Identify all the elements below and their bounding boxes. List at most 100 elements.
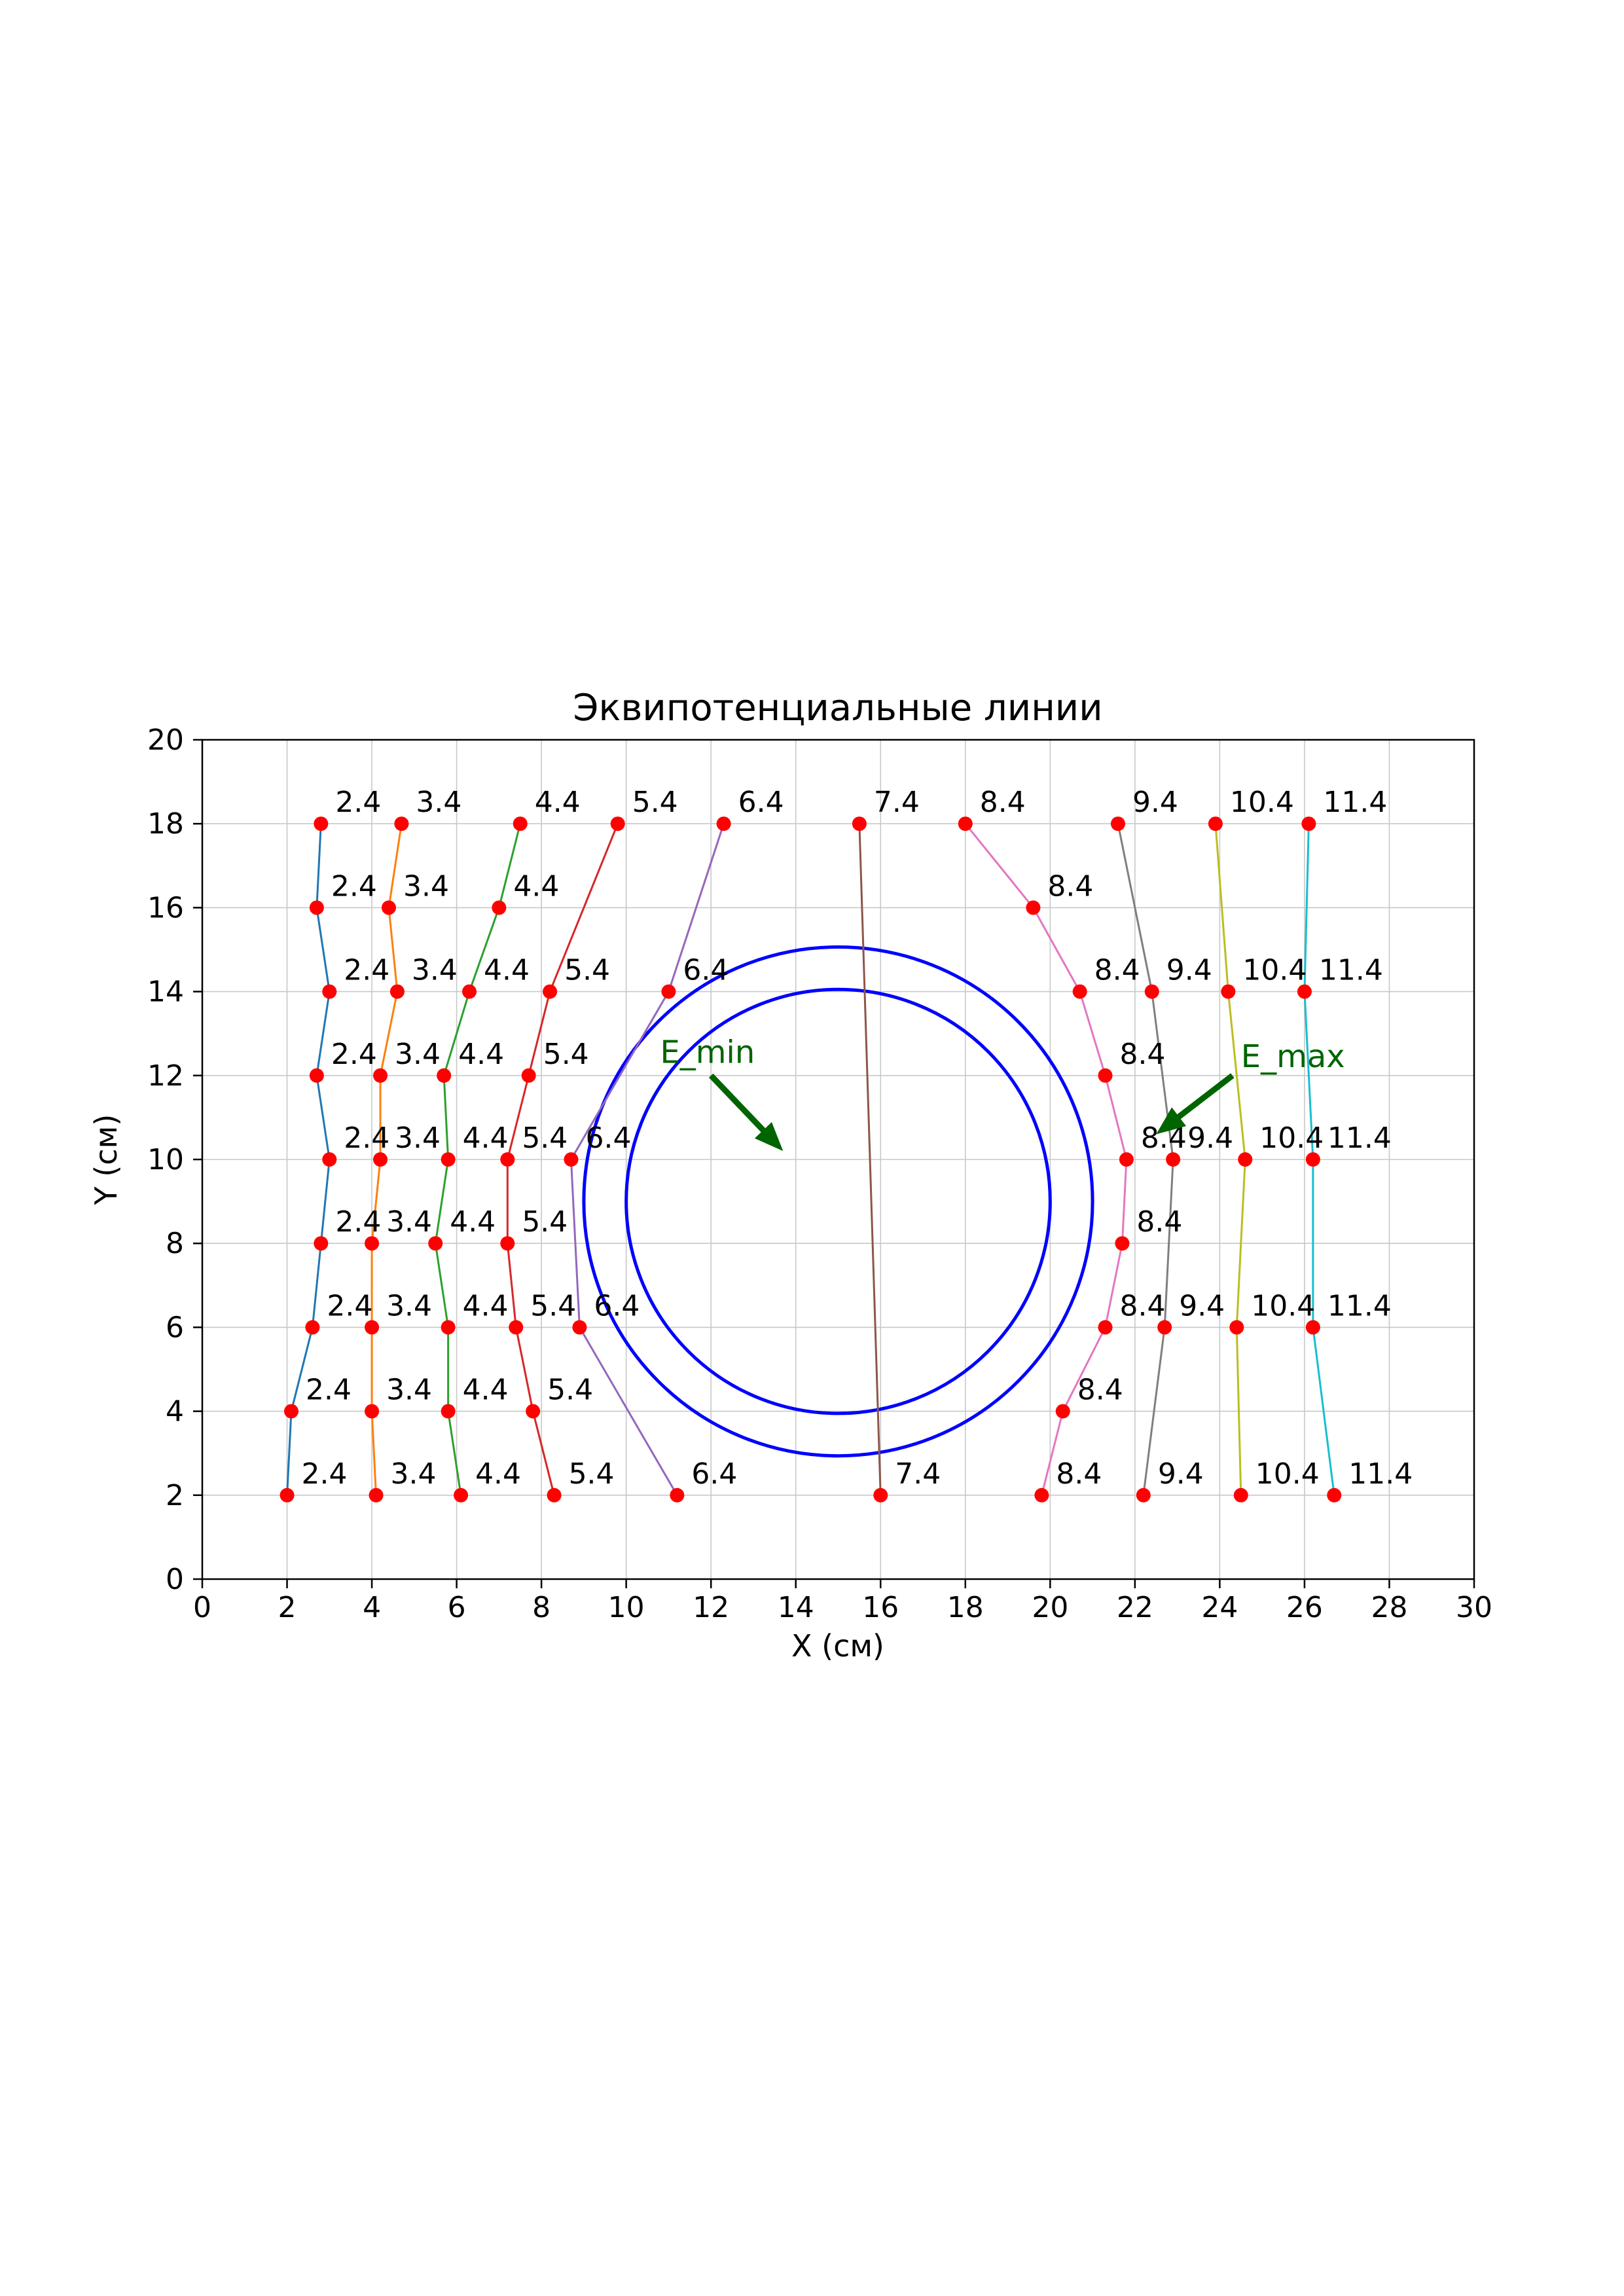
x-tick-label: 14 [778,1591,814,1624]
y-tick-label: 14 [147,975,184,1009]
x-axis-label: X (см) [791,1628,884,1664]
x-tick-label: 8 [532,1591,550,1624]
point-value-label: 10.4 [1242,954,1307,987]
measured-point [1110,816,1125,831]
measured-point [1301,816,1316,831]
point-value-label: 9.4 [1132,786,1178,819]
measured-point [543,984,558,999]
measured-point [661,984,676,999]
point-value-label: 9.4 [1158,1457,1204,1491]
point-value-label: 2.4 [344,954,389,987]
y-tick-label: 0 [166,1563,184,1596]
point-value-label: 5.4 [547,1374,593,1407]
measured-point [280,1487,295,1503]
point-value-label: 2.4 [331,869,377,903]
point-value-label: 3.4 [395,1121,441,1155]
point-value-label: 2.4 [306,1374,352,1407]
measured-point [309,900,324,915]
x-tick-label: 12 [693,1591,729,1624]
y-tick-label: 20 [147,723,184,757]
point-value-label: 11.4 [1323,786,1387,819]
measured-point [1305,1320,1320,1335]
point-value-label: 3.4 [412,954,458,987]
x-tick-label: 6 [448,1591,466,1624]
point-value-label: 11.4 [1327,1289,1392,1322]
measured-point [716,816,731,831]
point-value-label: 2.4 [302,1457,348,1491]
measured-point [322,1152,337,1167]
point-value-label: 11.4 [1327,1121,1392,1155]
measured-point [1136,1487,1151,1503]
point-value-label: 6.4 [594,1289,640,1322]
measured-point [1098,1068,1113,1083]
measured-point [670,1487,685,1503]
point-value-label: 3.4 [416,786,461,819]
point-value-label: 10.4 [1230,786,1294,819]
point-value-label: 3.4 [403,869,449,903]
measured-point [1026,900,1041,915]
annotation-arrow-head [754,1121,784,1152]
point-value-label: 3.4 [386,1205,432,1239]
point-value-label: 9.4 [1166,954,1212,987]
point-value-label: 8.4 [980,786,1026,819]
measured-point [1034,1487,1049,1503]
point-value-label: 4.4 [463,1374,509,1407]
measured-point [441,1320,456,1335]
measured-point [1327,1487,1342,1503]
point-value-label: 5.4 [522,1121,568,1155]
point-value-label: 9.4 [1187,1121,1233,1155]
y-tick-label: 18 [147,807,184,841]
measured-point [1119,1152,1134,1167]
measured-point [500,1236,515,1251]
point-value-label: 3.4 [386,1374,432,1407]
measured-point [1297,984,1312,999]
measured-point [1144,984,1159,999]
measured-point [1166,1152,1181,1167]
point-value-label: 8.4 [1120,1038,1166,1071]
measured-point [394,816,409,831]
measured-point [547,1487,562,1503]
measured-point [365,1404,380,1419]
x-tick-label: 20 [1032,1591,1068,1624]
x-tick-label: 16 [862,1591,899,1624]
measured-point [441,1152,456,1167]
point-value-label: 8.4 [1047,869,1093,903]
point-value-label: 11.4 [1348,1457,1413,1491]
equipotential-line [858,824,882,1495]
measured-point [309,1068,324,1083]
y-tick-label: 10 [147,1143,184,1176]
x-tick-label: 4 [363,1591,381,1624]
annotation-label: E_min [660,1034,755,1071]
point-value-label: 5.4 [632,786,678,819]
measured-point [1238,1152,1253,1167]
point-value-label: 4.4 [513,869,559,903]
annotation-arrow-shaft [1174,1073,1235,1121]
point-value-label: 4.4 [484,954,530,987]
measured-point [1098,1320,1113,1335]
measured-point [1072,984,1087,999]
x-tick-label: 2 [278,1591,297,1624]
measured-point [454,1487,469,1503]
point-value-label: 10.4 [1255,1457,1320,1491]
x-tick-label: 10 [608,1591,645,1624]
x-tick-label: 24 [1201,1591,1238,1624]
measured-point [428,1236,443,1251]
measured-point [389,984,405,999]
electrode-circle [582,945,1094,1458]
point-value-label: 5.4 [522,1205,568,1239]
point-value-label: 6.4 [738,786,784,819]
measured-point [1233,1487,1248,1503]
annotation-label: E_max [1241,1038,1345,1075]
point-value-label: 5.4 [530,1289,576,1322]
electrode-circle [624,987,1052,1415]
point-value-label: 8.4 [1136,1205,1182,1239]
point-value-label: 5.4 [569,1457,615,1491]
measured-point [852,816,867,831]
point-value-label: 4.4 [463,1289,509,1322]
measured-point [373,1068,388,1083]
measured-point [610,816,625,831]
measured-point [381,900,396,915]
point-value-label: 6.4 [683,954,729,987]
